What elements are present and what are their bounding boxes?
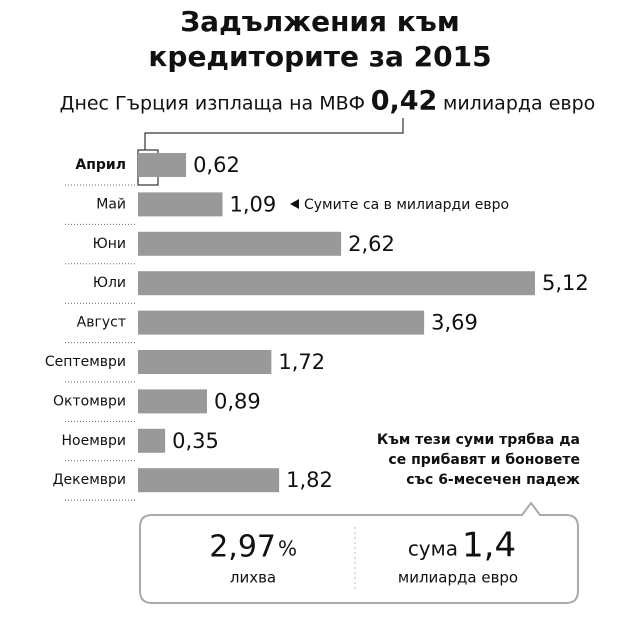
value-label: 0,62 [193, 153, 240, 177]
category-label: Декември [53, 472, 126, 488]
category-label: Септември [45, 354, 126, 370]
pointer-icon [290, 199, 299, 209]
category-label: Ноември [61, 433, 126, 449]
bar [138, 428, 166, 453]
bar [138, 310, 425, 335]
bar [138, 271, 535, 296]
chart-title: кредиторите за 2015 [148, 40, 491, 73]
sum-value: 1,4 [462, 526, 516, 566]
category-label: Април [75, 157, 126, 173]
summary-box [139, 501, 579, 604]
bracket-line [144, 118, 404, 150]
value-label: 1,09 [230, 192, 277, 216]
category-label: Август [77, 315, 126, 331]
category-label: Май [96, 196, 126, 212]
value-label: 0,35 [172, 429, 219, 453]
annotation: Сумите са в милиарди евро [304, 197, 509, 213]
bar [138, 468, 280, 493]
category-label: Юни [93, 236, 126, 252]
rate-value: 2,97 [209, 530, 276, 565]
value-label: 2,62 [348, 232, 395, 256]
rate-unit: % [278, 537, 297, 561]
bar [138, 350, 272, 374]
value-label: 5,12 [542, 271, 589, 295]
value-label: 0,89 [214, 389, 261, 413]
note: се прибавят и боновете [388, 452, 580, 468]
subtitle: Днес Гърция изплаща на МВФ [60, 93, 365, 115]
note: Към тези суми трябва да [377, 432, 580, 448]
value-label: 1,72 [278, 350, 325, 374]
bar [138, 231, 342, 256]
category-label: Октомври [53, 393, 126, 409]
value-label: 3,69 [431, 311, 478, 335]
value-label: 1,82 [286, 468, 333, 492]
note: със 6-месечен падеж [406, 472, 580, 488]
sum-label: милиарда евро [398, 569, 518, 587]
bar [138, 153, 187, 177]
rate-label: лихва [230, 569, 276, 587]
bar [138, 192, 223, 217]
subtitle-amount: 0,42 [371, 86, 438, 117]
category-label: Юли [93, 275, 126, 291]
subtitle: милиарда евро [443, 93, 595, 115]
bar [138, 389, 208, 414]
chart-title: Задължения към [180, 5, 459, 38]
sum-prefix: сума [408, 537, 458, 561]
